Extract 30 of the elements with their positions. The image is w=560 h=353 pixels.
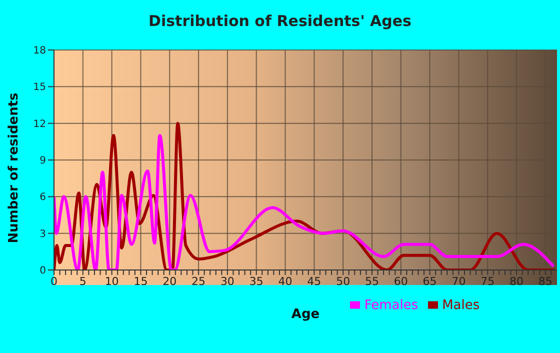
x-tick-label: 0: [50, 274, 58, 288]
x-tick-label: 45: [307, 274, 322, 288]
x-tick-label: 40: [278, 274, 292, 288]
x-tick-label: 55: [364, 274, 379, 288]
x-tick-label: 85: [538, 274, 552, 288]
x-axis-title: Age: [291, 307, 320, 322]
x-tick-label: 20: [162, 274, 177, 288]
x-tick-label: 35: [249, 274, 264, 288]
x-tick-label: 5: [79, 274, 86, 288]
legend-label: Females: [364, 298, 418, 313]
y-tick-label: 6: [40, 192, 46, 204]
y-axis-title: Number of residents: [6, 92, 22, 243]
x-tick-label: 10: [104, 274, 119, 288]
y-tick-label: 18: [33, 46, 46, 57]
x-tick-label: 30: [220, 274, 234, 288]
x-tick-label: 80: [510, 274, 524, 288]
y-tick-label: 0: [40, 266, 46, 277]
x-tick-label: 25: [192, 274, 206, 288]
y-tick-label: 15: [33, 82, 46, 94]
legend-label: Males: [442, 298, 480, 313]
y-tick-label: 3: [40, 228, 46, 240]
x-tick-label: 75: [480, 274, 495, 288]
x-tick-label: 65: [422, 274, 437, 288]
y-tick-label: 9: [40, 156, 46, 167]
x-tick-label: 70: [452, 274, 466, 288]
x-tick-label: 50: [336, 274, 350, 288]
x-tick-label: 15: [134, 274, 148, 288]
y-tick-label: 12: [33, 118, 46, 130]
x-tick-label: 60: [394, 274, 408, 288]
chart-title: Distribution of Residents' Ages: [148, 12, 412, 30]
